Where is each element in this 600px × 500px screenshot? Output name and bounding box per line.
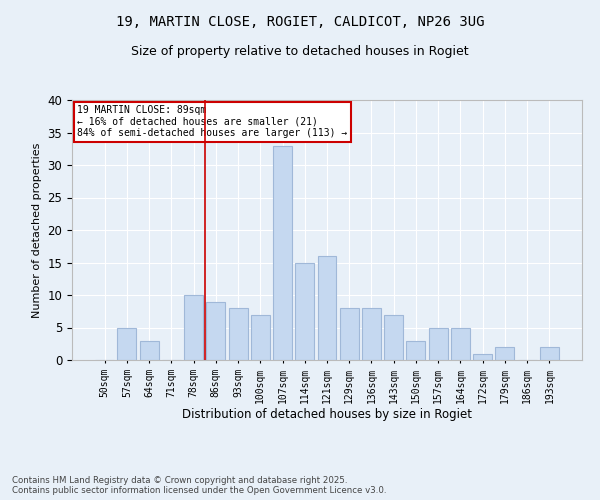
Bar (251, 314, 270, 360)
Bar (295, 262, 314, 360)
Bar (384, 314, 403, 360)
Bar (496, 347, 514, 360)
Bar (362, 308, 381, 360)
Text: Size of property relative to detached houses in Rogiet: Size of property relative to detached ho… (131, 45, 469, 58)
Bar (229, 308, 248, 360)
Text: Contains HM Land Registry data © Crown copyright and database right 2025.
Contai: Contains HM Land Registry data © Crown c… (12, 476, 386, 495)
Bar (184, 295, 203, 360)
Bar (473, 354, 492, 360)
Bar (206, 302, 225, 360)
X-axis label: Distribution of detached houses by size in Rogiet: Distribution of detached houses by size … (182, 408, 472, 422)
Text: 19, MARTIN CLOSE, ROGIET, CALDICOT, NP26 3UG: 19, MARTIN CLOSE, ROGIET, CALDICOT, NP26… (116, 15, 484, 29)
Bar (406, 340, 425, 360)
Bar (340, 308, 359, 360)
Bar (317, 256, 337, 360)
Y-axis label: Number of detached properties: Number of detached properties (32, 142, 42, 318)
Bar (140, 340, 158, 360)
Bar (273, 146, 292, 360)
Text: 19 MARTIN CLOSE: 89sqm
← 16% of detached houses are smaller (21)
84% of semi-det: 19 MARTIN CLOSE: 89sqm ← 16% of detached… (77, 105, 347, 138)
Bar (451, 328, 470, 360)
Bar (429, 328, 448, 360)
Bar (118, 328, 136, 360)
Bar (540, 347, 559, 360)
